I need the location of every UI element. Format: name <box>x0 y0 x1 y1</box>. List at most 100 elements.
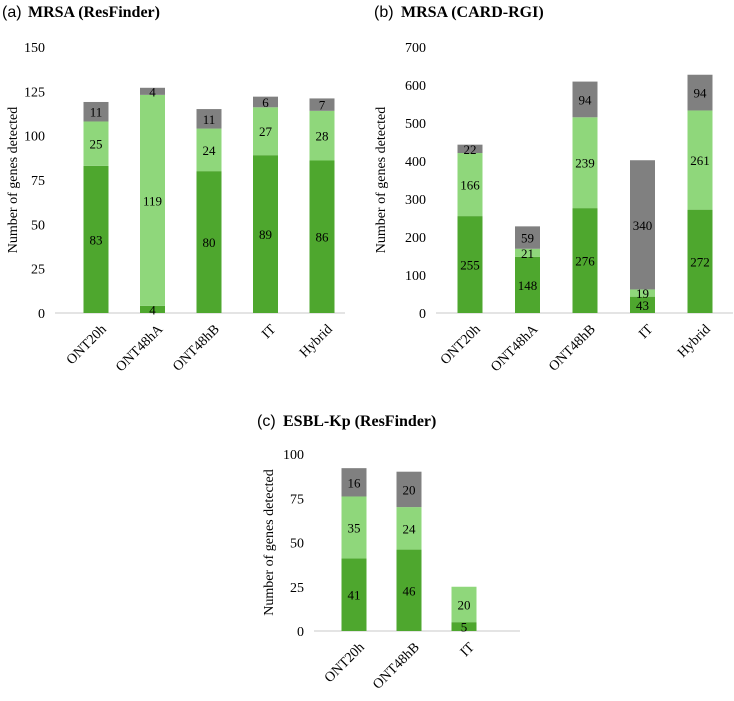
x-tick-label: ONT48hB <box>170 322 222 374</box>
bar-segment-light <box>341 496 367 559</box>
panel-letter: (a) <box>2 4 22 21</box>
y-tick-label: 500 <box>405 117 426 132</box>
bar-segment-dark <box>309 160 335 313</box>
bar-segment-dark <box>572 208 598 313</box>
y-tick-label: 200 <box>405 231 426 246</box>
data-label: 5 <box>461 620 468 635</box>
y-tick-label: 125 <box>24 85 45 100</box>
bar-segment-dark <box>687 209 713 313</box>
chart-title: MRSA (CARD-RGI) <box>401 4 544 21</box>
bar-segment-gray <box>341 468 367 497</box>
bar-segment-gray <box>457 144 483 154</box>
data-label: 94 <box>579 92 593 107</box>
data-label: 119 <box>143 193 162 208</box>
data-label: 19 <box>636 286 649 301</box>
bar-segment-gray <box>687 74 713 111</box>
bar-segment-dark <box>396 549 422 631</box>
bar-segment-light <box>396 507 422 550</box>
data-label: 83 <box>90 232 103 247</box>
x-tick-label: ONT48hA <box>488 322 542 376</box>
panel-letter: (c) <box>257 413 276 430</box>
data-label: 4 <box>149 84 156 99</box>
panel-c: (c) ESBL-Kp (ResFinder) Number of genes de… <box>257 413 520 693</box>
data-label: 11 <box>90 105 103 120</box>
y-tick-label: 300 <box>405 193 426 208</box>
data-label: 80 <box>203 235 216 250</box>
data-label: 276 <box>575 254 595 269</box>
y-tick-label: 0 <box>419 307 426 322</box>
bar-segment-dark <box>253 155 278 313</box>
data-label: 4 <box>149 302 156 317</box>
data-label: 28 <box>316 129 329 144</box>
bar-segment-gray <box>83 101 109 122</box>
y-tick-label: 100 <box>24 130 45 145</box>
data-label: 41 <box>348 588 361 603</box>
y-tick-label: 100 <box>405 269 426 284</box>
y-tick-label: 50 <box>31 218 45 233</box>
y-tick-label: 600 <box>405 79 426 94</box>
data-label: 148 <box>518 278 538 293</box>
data-label: 6 <box>262 95 269 110</box>
y-tick-label: 25 <box>290 581 304 596</box>
data-label: 255 <box>460 258 480 273</box>
bar-segment-light <box>309 110 335 161</box>
x-tick-label: Hybrid <box>297 322 336 361</box>
y-tick-label: 0 <box>297 625 304 640</box>
x-tick-label: ONT20h <box>322 640 368 686</box>
bar-segment-light <box>457 153 483 217</box>
data-label: 94 <box>694 86 708 101</box>
data-label: 89 <box>259 227 272 242</box>
bar-segment-light <box>687 110 713 210</box>
data-label: 43 <box>636 298 649 313</box>
data-label: 166 <box>460 178 480 193</box>
y-tick-label: 700 <box>405 41 426 56</box>
bar-segment-dark <box>515 256 540 313</box>
y-tick-label: 100 <box>283 448 304 463</box>
x-tick-label: ONT20h <box>438 322 484 368</box>
bar-segment-light <box>140 94 165 306</box>
bar-segment-gray <box>309 98 335 111</box>
bar-segment-dark <box>451 622 477 631</box>
x-tick-label: ONT48hB <box>370 640 422 692</box>
bar-segment-light <box>253 107 278 156</box>
bar-segment-gray <box>515 226 540 249</box>
data-label: 25 <box>90 137 103 152</box>
data-label: 20 <box>403 482 416 497</box>
panel-a: (a) MRSA (ResFinder) Number of genes detec… <box>2 4 345 375</box>
bar-segment-gray <box>396 471 422 508</box>
data-label: 35 <box>348 520 361 535</box>
chart-title: ESBL-Kp (ResFinder) <box>283 413 436 430</box>
bar-segment-gray <box>253 96 278 108</box>
panel-letter: (b) <box>374 4 394 21</box>
data-label: 24 <box>403 521 417 536</box>
bar-segment-dark <box>140 305 165 313</box>
bar-segment-dark <box>457 216 483 313</box>
bar-segment-dark <box>341 558 367 631</box>
bar-segment-gray <box>630 160 655 290</box>
bar-segment-dark <box>196 171 222 313</box>
data-label: 340 <box>633 218 653 233</box>
data-label: 20 <box>458 597 471 612</box>
x-tick-label: IT <box>259 322 279 342</box>
panel-b: (b) MRSA (CARD-RGI) Number of genes detect… <box>374 4 733 375</box>
y-tick-label: 75 <box>290 492 304 507</box>
y-tick-label: 400 <box>405 155 426 170</box>
data-label: 22 <box>464 142 477 157</box>
y-tick-label: 50 <box>290 537 304 552</box>
x-tick-label: ONT48hA <box>113 322 167 376</box>
data-label: 239 <box>575 156 595 171</box>
data-label: 272 <box>690 254 710 269</box>
bar-segment-dark <box>83 165 109 313</box>
y-tick-label: 150 <box>24 41 45 56</box>
y-tick-label: 75 <box>31 174 45 189</box>
x-tick-label: IT <box>458 640 478 660</box>
data-label: 24 <box>203 143 217 158</box>
data-label: 261 <box>690 153 710 168</box>
y-axis-label: Number of genes detected <box>6 107 21 254</box>
data-label: 21 <box>521 246 534 261</box>
x-tick-label: Hybrid <box>675 322 714 361</box>
bar-segment-light <box>572 117 598 209</box>
data-label: 46 <box>403 583 417 598</box>
